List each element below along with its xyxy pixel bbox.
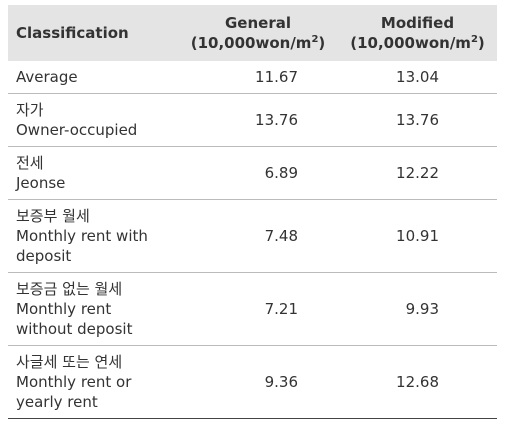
label-line: 보증금 없는 월세 <box>16 280 123 298</box>
header-text: General <box>225 14 291 32</box>
table-body: Average 11.67 13.04 자가 Owner-occupied 13.76 13… <box>8 61 497 419</box>
label-line: 전세 <box>16 154 44 172</box>
table-row: Average 11.67 13.04 <box>8 61 497 94</box>
label-line: 보증부 월세 <box>16 207 90 225</box>
header-text: Classification <box>16 24 129 42</box>
general-value: 9.36 <box>178 345 338 419</box>
label-line: Jeonse <box>16 174 66 192</box>
table-row: 보증금 없는 월세 Monthly rent without deposit 7.21… <box>8 272 497 346</box>
header-row: Classification General (10,000won/m2) Modif… <box>8 5 497 61</box>
general-value: 6.89 <box>178 146 338 200</box>
label-line: without deposit <box>16 320 133 338</box>
modified-value: 13.76 <box>338 93 497 147</box>
row-label: 사글세 또는 연세 Monthly rent or yearly rent <box>8 345 178 419</box>
modified-value: 12.68 <box>338 345 497 419</box>
label-line: deposit <box>16 247 72 265</box>
modified-value: 9.93 <box>338 272 497 346</box>
general-value: 7.21 <box>178 272 338 346</box>
row-label: 자가 Owner-occupied <box>8 93 178 147</box>
label-line: Monthly rent <box>16 300 112 318</box>
header-unit: (10,000won/m2) <box>178 33 338 53</box>
table-container: Classification General (10,000won/m2) Modif… <box>8 5 497 419</box>
label-line: Average <box>16 68 78 86</box>
unit-superscript: 2 <box>470 34 478 45</box>
general-value: 7.48 <box>178 199 338 273</box>
table-row: 전세 Jeonse 6.89 12.22 <box>8 146 497 200</box>
header-cell: Classification <box>8 5 178 61</box>
label-line: Monthly rent with <box>16 227 148 245</box>
unit-close: ) <box>477 34 485 52</box>
header-unit: (10,000won/m2) <box>338 33 497 53</box>
label-line: Owner-occupied <box>16 121 138 139</box>
modified-value: 13.04 <box>338 61 497 94</box>
general-value: 11.67 <box>178 61 338 94</box>
table-row: 보증부 월세 Monthly rent with deposit 7.48 10.91 <box>8 199 497 273</box>
label-line: yearly rent <box>16 393 98 411</box>
label-line: 자가 <box>16 101 44 119</box>
unit-close: ) <box>318 34 326 52</box>
header-text: Modified <box>380 14 455 32</box>
unit-text: (10,000won/m <box>190 34 312 52</box>
header-cell: Modified (10,000won/m2) <box>338 5 497 61</box>
unit-text: (10,000won/m <box>350 34 471 52</box>
modified-value: 12.22 <box>338 146 497 200</box>
row-label: Average <box>8 61 178 94</box>
table-row: 자가 Owner-occupied 13.76 13.76 <box>8 93 497 147</box>
label-line: 사글세 또는 연세 <box>16 353 123 371</box>
row-label: 보증금 없는 월세 Monthly rent without deposit <box>8 272 178 346</box>
table-row: 사글세 또는 연세 Monthly rent or yearly rent 9.36 1… <box>8 345 497 419</box>
row-label: 보증부 월세 Monthly rent with deposit <box>8 199 178 273</box>
label-line: Monthly rent or <box>16 373 132 391</box>
unit-superscript: 2 <box>311 34 319 45</box>
data-table: Classification General (10,000won/m2) Modif… <box>8 5 497 419</box>
modified-value: 10.91 <box>338 199 497 273</box>
row-label: 전세 Jeonse <box>8 146 178 200</box>
general-value: 13.76 <box>178 93 338 147</box>
header-cell: General (10,000won/m2) <box>178 5 338 61</box>
